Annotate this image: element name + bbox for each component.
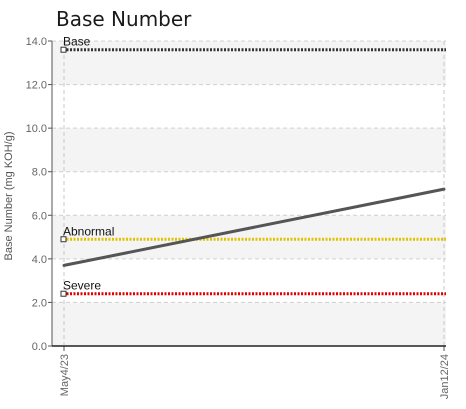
reference-marker (60, 236, 67, 243)
reference-label: Base (63, 35, 91, 49)
series-line (62, 187, 446, 267)
y-tick-label: 2.0 (32, 297, 47, 309)
y-tick-label: 0.0 (32, 341, 47, 353)
y-tick-label: 14.0 (26, 36, 47, 48)
reference-marker (60, 46, 67, 53)
background-band (52, 128, 446, 172)
y-tick-label: 12.0 (26, 80, 47, 92)
y-tick-label: 10.0 (26, 123, 47, 135)
chart-title: Base Number (56, 7, 192, 31)
background-band (52, 215, 446, 259)
y-tick-labels: 0.0 2.0 4.0 6.0 8.0 10.0 12.0 14.0 (26, 36, 47, 353)
reference-label: Abnormal (63, 224, 114, 238)
chart-axes (48, 40, 446, 351)
series-lines (62, 187, 446, 267)
background-band (52, 302, 446, 346)
x-tick-labels: May4/23 Jan12/24 (59, 354, 451, 399)
reference-lines: Base Abnormal Severe (60, 35, 446, 297)
reference-marker (60, 290, 67, 297)
background-band (52, 84, 446, 129)
y-tick-label: 6.0 (32, 210, 47, 222)
y-tick-label: 4.0 (32, 254, 47, 266)
chart-background-bands (52, 41, 446, 346)
reference-label: Severe (63, 279, 101, 293)
background-band (52, 258, 446, 303)
background-band (52, 41, 446, 85)
background-band (52, 171, 446, 216)
y-tick-label: 8.0 (32, 167, 47, 179)
x-tick-label: May4/23 (59, 354, 71, 396)
y-axis-label: Base Number (mg KOH/g) (3, 132, 15, 261)
x-tick-label: Jan12/24 (439, 354, 451, 399)
